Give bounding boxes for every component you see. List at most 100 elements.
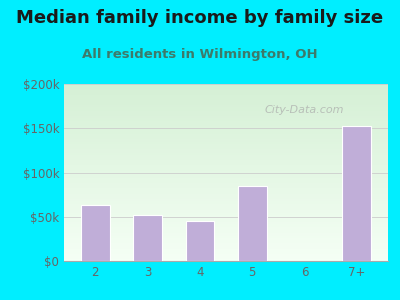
Bar xyxy=(64,187,388,188)
Bar xyxy=(64,185,388,187)
Bar xyxy=(64,215,388,217)
Bar xyxy=(64,192,388,194)
Bar xyxy=(64,254,388,256)
Bar xyxy=(64,123,388,125)
Bar xyxy=(64,229,388,231)
Bar xyxy=(64,167,388,169)
Bar xyxy=(64,180,388,181)
Bar xyxy=(64,202,388,204)
Bar xyxy=(64,171,388,172)
Bar xyxy=(64,137,388,139)
Bar xyxy=(64,188,388,190)
Bar xyxy=(64,245,388,247)
Bar xyxy=(64,222,388,224)
Bar xyxy=(186,221,214,261)
Bar xyxy=(64,201,388,203)
Bar xyxy=(64,235,388,236)
Bar xyxy=(64,174,388,176)
Bar xyxy=(64,114,388,116)
Bar xyxy=(64,212,388,213)
Bar xyxy=(64,146,388,148)
Bar xyxy=(64,259,388,261)
Text: All residents in Wilmington, OH: All residents in Wilmington, OH xyxy=(82,48,318,61)
Bar xyxy=(64,238,388,240)
Bar xyxy=(64,105,388,107)
Bar xyxy=(64,128,388,130)
Bar xyxy=(64,153,388,155)
Bar xyxy=(64,226,388,227)
Bar xyxy=(64,243,388,245)
Bar xyxy=(64,233,388,235)
Text: City-Data.com: City-Data.com xyxy=(265,105,344,115)
Bar xyxy=(133,215,162,261)
Bar xyxy=(64,196,388,197)
Bar xyxy=(64,257,388,259)
Bar xyxy=(64,157,388,158)
Bar xyxy=(64,125,388,127)
Bar xyxy=(64,224,388,226)
Bar xyxy=(64,210,388,212)
Bar xyxy=(81,205,110,261)
Bar xyxy=(64,242,388,243)
Text: Median family income by family size: Median family income by family size xyxy=(16,9,384,27)
Bar xyxy=(64,178,388,180)
Bar xyxy=(64,252,388,254)
Bar xyxy=(64,130,388,132)
Bar xyxy=(64,199,388,201)
Bar xyxy=(64,94,388,96)
Bar xyxy=(64,181,388,183)
Bar xyxy=(64,155,388,157)
Bar xyxy=(64,151,388,153)
Bar xyxy=(64,256,388,257)
Bar xyxy=(64,96,388,98)
Bar xyxy=(64,169,388,171)
Bar xyxy=(64,231,388,233)
Bar xyxy=(64,176,388,178)
Bar xyxy=(64,172,388,174)
Bar xyxy=(342,127,371,261)
Bar xyxy=(64,204,388,206)
Bar xyxy=(64,213,388,215)
Bar xyxy=(64,88,388,89)
Bar xyxy=(64,118,388,119)
Bar xyxy=(64,84,388,86)
Bar xyxy=(64,206,388,208)
Bar xyxy=(64,197,388,199)
Bar xyxy=(64,149,388,151)
Bar xyxy=(64,107,388,109)
Bar xyxy=(64,165,388,167)
Bar xyxy=(64,127,388,128)
Bar xyxy=(64,103,388,105)
Bar xyxy=(64,240,388,242)
Bar xyxy=(64,116,388,118)
Bar xyxy=(64,132,388,134)
Bar xyxy=(64,119,388,121)
Bar xyxy=(64,144,388,146)
Bar xyxy=(64,100,388,102)
Bar xyxy=(64,190,388,192)
Bar xyxy=(64,98,388,100)
Bar xyxy=(64,194,388,196)
Bar xyxy=(64,158,388,160)
Bar xyxy=(64,208,388,210)
Bar xyxy=(64,227,388,229)
Bar xyxy=(64,86,388,88)
Bar xyxy=(64,247,388,249)
Bar xyxy=(64,91,388,93)
Bar xyxy=(64,217,388,218)
Bar xyxy=(64,236,388,238)
Bar xyxy=(64,148,388,149)
Bar xyxy=(64,142,388,144)
Bar xyxy=(64,135,388,137)
Bar xyxy=(64,164,388,165)
Bar xyxy=(64,141,388,142)
Bar xyxy=(64,183,388,185)
Bar xyxy=(64,218,388,220)
Bar xyxy=(64,160,388,162)
Bar xyxy=(64,109,388,110)
Bar xyxy=(64,102,388,103)
Bar xyxy=(64,250,388,252)
Bar xyxy=(64,162,388,164)
Bar xyxy=(64,89,388,91)
Bar xyxy=(64,121,388,123)
